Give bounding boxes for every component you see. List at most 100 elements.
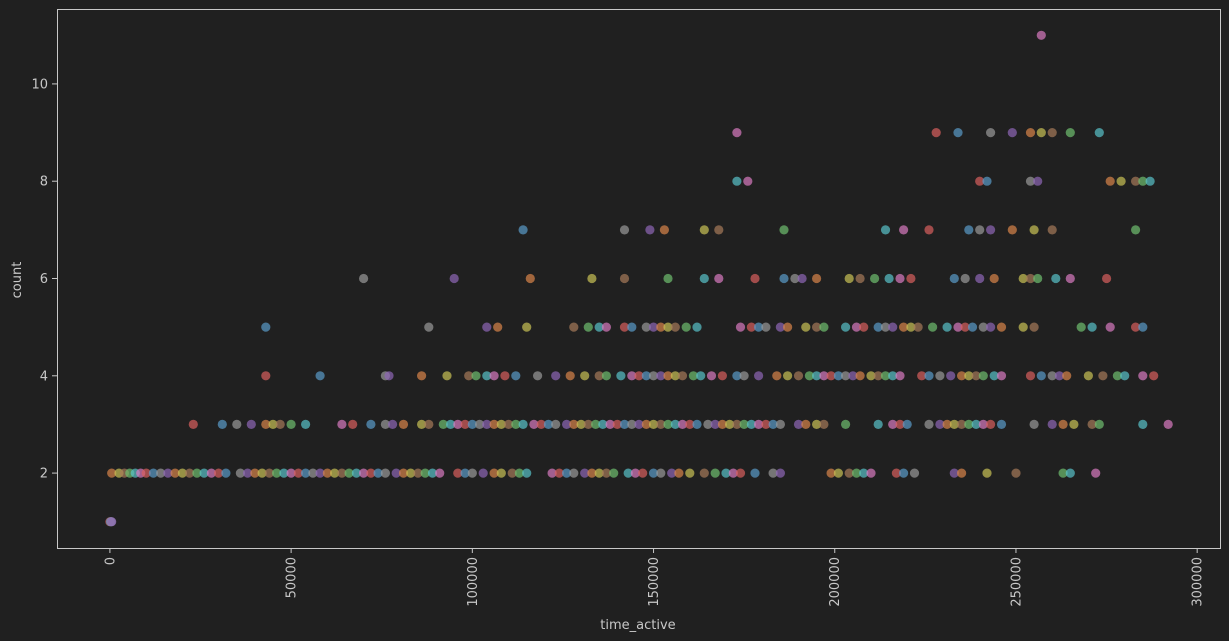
- data-point: [975, 225, 985, 235]
- data-point: [703, 419, 713, 429]
- data-point: [812, 419, 822, 429]
- data-point: [1131, 176, 1141, 186]
- data-point: [812, 273, 822, 284]
- data-point: [594, 468, 604, 478]
- data-point: [801, 419, 811, 429]
- data-point: [801, 322, 811, 332]
- data-point: [692, 419, 702, 429]
- data-point: [935, 419, 945, 429]
- data-point: [1036, 128, 1046, 138]
- data-point: [880, 371, 891, 381]
- data-point: [522, 322, 532, 332]
- data-point: [511, 371, 521, 381]
- data-point: [413, 468, 423, 478]
- data-point: [674, 468, 684, 478]
- data-point: [619, 419, 630, 429]
- data-point: [471, 371, 481, 381]
- data-point: [826, 468, 836, 478]
- data-point: [873, 419, 883, 429]
- data-point: [398, 468, 409, 478]
- data-point: [641, 419, 651, 429]
- data-point: [895, 273, 905, 284]
- data-point: [330, 468, 340, 478]
- data-point: [656, 371, 666, 381]
- data-point: [880, 322, 891, 332]
- data-point: [873, 371, 883, 381]
- data-point: [1087, 322, 1097, 332]
- data-point: [627, 371, 637, 381]
- data-point: [522, 468, 532, 478]
- data-point: [438, 419, 448, 429]
- data-point: [1007, 225, 1017, 235]
- data-point: [685, 419, 695, 429]
- data-point: [989, 273, 999, 284]
- data-point: [699, 468, 709, 478]
- data-point: [627, 322, 637, 332]
- points-layer: [105, 30, 1173, 527]
- data-point: [906, 322, 916, 332]
- data-point: [366, 468, 376, 478]
- data-point: [971, 371, 981, 381]
- data-point: [583, 419, 593, 429]
- data-point: [793, 419, 804, 429]
- data-point: [1025, 273, 1036, 284]
- data-point: [873, 322, 883, 332]
- data-point: [888, 322, 898, 332]
- data-point: [348, 419, 358, 429]
- data-point: [913, 322, 923, 332]
- data-point: [1033, 273, 1043, 284]
- data-point: [793, 371, 804, 381]
- y-tick-label: 6: [40, 272, 48, 287]
- data-point: [909, 468, 920, 478]
- data-point: [235, 468, 245, 478]
- data-point: [1036, 30, 1046, 40]
- data-point: [706, 371, 717, 381]
- data-point: [1065, 468, 1075, 478]
- data-point: [663, 322, 673, 332]
- data-point: [467, 468, 477, 478]
- data-point: [424, 322, 434, 332]
- y-tick-label: 4: [40, 369, 48, 384]
- data-point: [1131, 225, 1141, 235]
- y-tick-label: 8: [40, 175, 48, 190]
- data-point: [888, 371, 898, 381]
- data-point: [761, 322, 771, 332]
- data-point: [406, 468, 416, 478]
- data-point: [1138, 322, 1148, 332]
- data-point: [279, 468, 289, 478]
- data-point: [656, 322, 666, 332]
- data-point: [627, 419, 637, 429]
- data-point: [743, 176, 753, 186]
- data-point: [453, 419, 463, 429]
- data-point: [732, 176, 742, 186]
- data-point: [442, 371, 452, 381]
- data-point: [217, 419, 227, 429]
- data-point: [148, 468, 158, 478]
- data-point: [391, 468, 401, 478]
- data-point: [775, 468, 786, 478]
- data-point: [489, 371, 499, 381]
- data-point: [518, 419, 528, 429]
- data-point: [554, 468, 564, 478]
- data-point: [107, 517, 117, 527]
- data-point: [902, 419, 912, 429]
- data-point: [735, 468, 746, 478]
- data-point: [888, 419, 898, 429]
- data-point: [398, 419, 409, 429]
- data-point: [580, 371, 590, 381]
- data-point: [728, 468, 738, 478]
- data-point: [1054, 371, 1064, 381]
- data-point: [569, 468, 579, 478]
- data-point: [315, 468, 325, 478]
- data-point: [942, 322, 952, 332]
- data-point: [192, 468, 202, 478]
- data-point: [601, 322, 612, 332]
- data-point: [565, 371, 575, 381]
- data-point: [812, 322, 822, 332]
- data-point: [1098, 371, 1108, 381]
- data-point: [935, 371, 945, 381]
- data-point: [156, 468, 166, 478]
- data-point: [587, 468, 597, 478]
- data-point: [841, 371, 851, 381]
